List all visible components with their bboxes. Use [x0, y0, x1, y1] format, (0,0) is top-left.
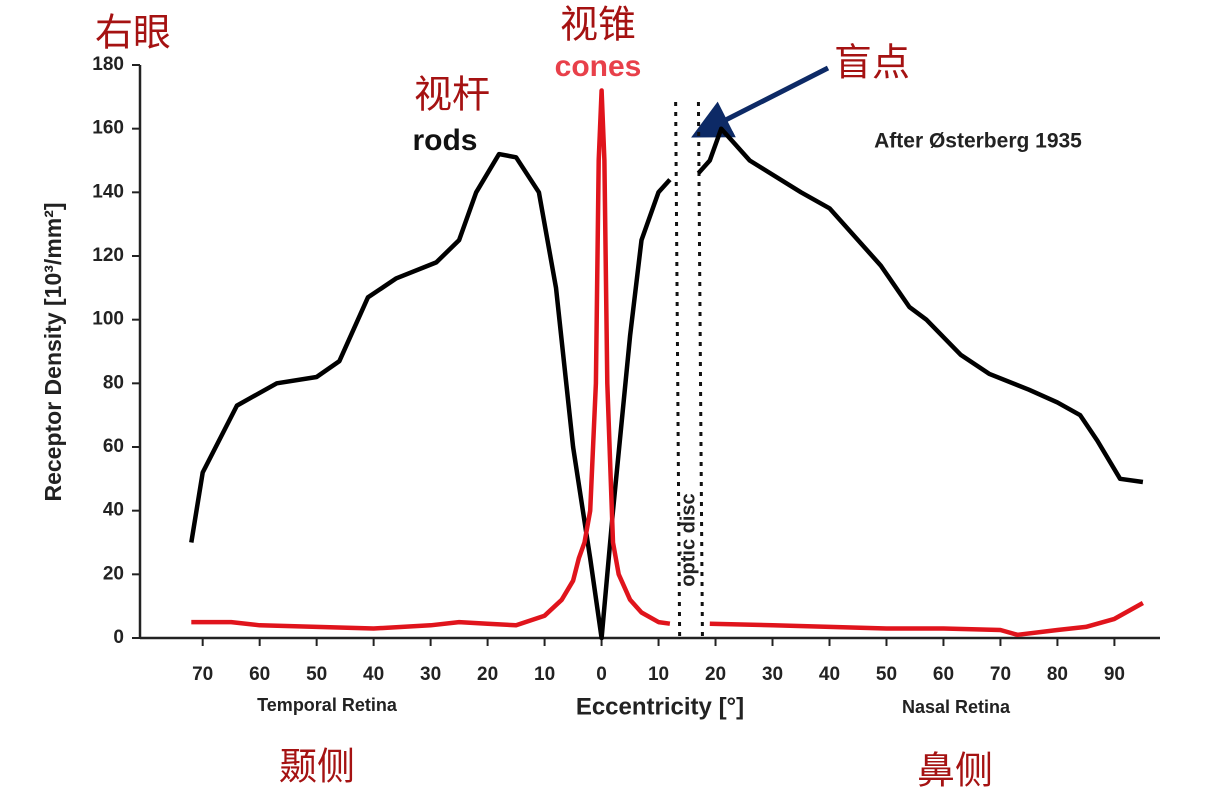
x-tick-label: 30 [762, 664, 783, 685]
x-tick-label: 10 [534, 664, 555, 685]
x-tick-label: 10 [648, 664, 669, 685]
x-axis-label: Eccentricity [°] [576, 693, 744, 720]
x-tick-label: 50 [876, 664, 897, 685]
series-line [191, 88, 1144, 638]
x-tick-label: 60 [933, 664, 954, 685]
x-tick-label: 20 [477, 664, 498, 685]
annotation: After Østerberg 1935 [874, 130, 1082, 153]
annotation: Nasal Retina [902, 697, 1011, 717]
x-tick-label: 40 [363, 664, 384, 685]
annotation: 盲点 [834, 41, 910, 85]
y-tick-label: 40 [103, 500, 124, 521]
x-tick-label: 0 [596, 664, 607, 685]
annotation: 视杆 [414, 73, 490, 117]
x-tick-label: 40 [819, 664, 840, 685]
annotation: Temporal Retina [257, 695, 398, 715]
x-tick-label: 50 [306, 664, 327, 685]
x-tick-label: 30 [420, 664, 441, 685]
y-tick-label: 0 [113, 627, 124, 648]
y-axis-label: Receptor Density [10³/mm²] [40, 202, 66, 501]
annotation: 鼻侧 [917, 749, 993, 793]
y-tick-label: 60 [103, 436, 124, 457]
blind-spot-arrow [691, 65, 830, 138]
annotation: 右眼 [95, 11, 171, 55]
x-tick-label: 70 [990, 664, 1011, 685]
x-tick-label: 70 [192, 664, 213, 685]
y-tick-label: 20 [103, 563, 124, 584]
series-line [189, 126, 1144, 641]
y-tick-label: 120 [92, 245, 124, 266]
x-tick-label: 90 [1104, 664, 1125, 685]
annotation: 颞侧 [279, 745, 355, 789]
y-tick-label: 160 [92, 118, 124, 139]
annotation: 视锥 [560, 3, 636, 47]
x-tick-label: 80 [1047, 664, 1068, 685]
annotation: cones [555, 50, 642, 83]
x-tick-label: 20 [705, 664, 726, 685]
optic-disc-label: optic disc [677, 493, 699, 586]
x-tick-label: 60 [249, 664, 270, 685]
y-tick-label: 100 [92, 309, 124, 330]
y-tick-label: 140 [92, 181, 124, 202]
annotation: rods [412, 124, 477, 157]
y-tick-label: 180 [92, 54, 124, 75]
y-tick-label: 80 [103, 372, 124, 393]
